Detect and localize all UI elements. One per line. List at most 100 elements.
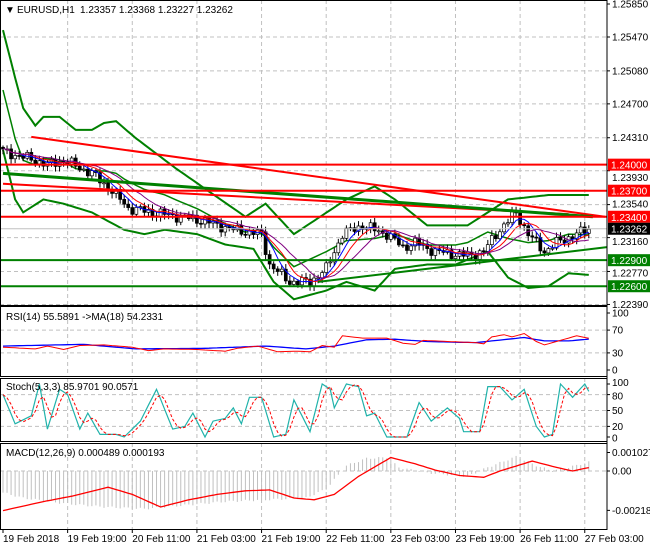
price-panel[interactable] <box>0 29 608 301</box>
price-axis-label: 1.22770 <box>612 269 649 280</box>
candle-body <box>122 199 127 205</box>
moving-average-line <box>3 148 589 279</box>
candle-body <box>409 245 413 251</box>
candle-body <box>296 280 300 286</box>
candle-body <box>498 231 502 240</box>
candle-body <box>85 168 90 177</box>
resistance-trendline[interactable] <box>31 135 606 218</box>
grid <box>0 0 607 529</box>
candle <box>98 168 102 188</box>
candle <box>13 150 17 164</box>
candle-body <box>502 223 506 233</box>
candle-body <box>388 233 393 240</box>
rsi-label: RSI(14) 55.5891 ->MA(18) 54.2331 <box>6 312 163 323</box>
candle-body <box>203 217 207 225</box>
candle-body <box>453 255 458 259</box>
trend-trendline[interactable] <box>2 171 593 219</box>
candle-body <box>90 170 94 177</box>
candle <box>328 256 333 268</box>
candle-body <box>558 237 563 241</box>
moving-average-line <box>3 148 589 283</box>
candle-body <box>401 244 405 247</box>
candle-body <box>37 160 42 165</box>
candle-body <box>429 248 434 256</box>
candle-body <box>17 155 22 157</box>
price-axis-label: 1.25080 <box>612 66 649 77</box>
rsi-axis-label: 70 <box>612 326 624 337</box>
candle <box>340 235 345 246</box>
candle-body <box>102 182 106 185</box>
candle-body <box>25 152 30 159</box>
candle-body <box>328 261 333 264</box>
candle-body <box>360 225 365 230</box>
candle-body <box>174 214 179 223</box>
candle-body <box>320 272 325 279</box>
candle <box>558 232 563 243</box>
candle <box>401 239 405 248</box>
macd-axis-label: -0.002187 <box>612 506 650 517</box>
macd-signal-line <box>2 456 589 512</box>
ohlc-values: 1.23357 1.23368 1.23227 1.23262 <box>80 5 233 16</box>
candle-body <box>473 254 478 260</box>
candle-body <box>9 148 13 160</box>
candle <box>122 194 127 208</box>
candle-body <box>405 244 409 251</box>
candle-body <box>316 277 320 280</box>
rsi-axis-label: 100 <box>612 309 629 320</box>
stoch-panel[interactable] <box>2 382 590 439</box>
candle-body <box>21 155 26 159</box>
candle <box>429 245 434 261</box>
candle <box>489 230 494 249</box>
candle <box>409 243 413 255</box>
candle-body <box>81 168 86 171</box>
candle-body <box>324 262 329 273</box>
candle <box>275 266 280 276</box>
candle-body <box>506 222 510 225</box>
candle <box>25 149 30 161</box>
macd-panel[interactable] <box>2 455 590 512</box>
candle <box>344 225 349 241</box>
candle <box>324 258 329 278</box>
candle-body <box>77 165 82 171</box>
time-axis-label: 26 Feb 11:00 <box>520 534 579 545</box>
level-price-tag: 1.24000 <box>611 161 648 172</box>
candle-body <box>449 249 454 259</box>
candle <box>481 247 486 257</box>
rsi-panel[interactable] <box>2 332 589 353</box>
price-axis-label: 1.23160 <box>612 237 649 248</box>
price-axis-label: 1.25850 <box>612 0 649 11</box>
symbol-dropdown-icon[interactable]: ▼ <box>5 5 15 16</box>
time-axis-label: 19 Feb 2018 <box>3 534 60 545</box>
candle <box>199 218 203 229</box>
candle-body <box>130 207 135 215</box>
level-price-tag-bg <box>608 184 650 197</box>
level-price-tag: 1.22900 <box>611 256 648 267</box>
support-trendline[interactable] <box>318 246 608 283</box>
time-axis-label: 23 Feb 19:00 <box>455 534 514 545</box>
candle-body <box>578 226 583 234</box>
candle-body <box>126 203 131 208</box>
candle-body <box>530 235 535 238</box>
stoch-axis-label: 80 <box>612 392 624 403</box>
candle <box>292 277 296 287</box>
candle-body <box>534 236 539 239</box>
candle-body <box>146 209 151 213</box>
candle-body <box>546 248 551 254</box>
candle <box>271 261 276 274</box>
candle <box>146 204 151 217</box>
candle <box>376 225 381 236</box>
candle-body <box>574 232 579 240</box>
candle-body <box>287 280 292 285</box>
candle-body <box>494 235 498 240</box>
candle <box>502 221 506 234</box>
candle <box>465 246 470 262</box>
candle-body <box>98 172 102 184</box>
stoch-axis-label: 100 <box>612 378 629 389</box>
level-price-tag-bg <box>608 210 650 223</box>
candle-body <box>199 222 203 225</box>
candle <box>126 198 131 211</box>
candle <box>506 218 510 227</box>
